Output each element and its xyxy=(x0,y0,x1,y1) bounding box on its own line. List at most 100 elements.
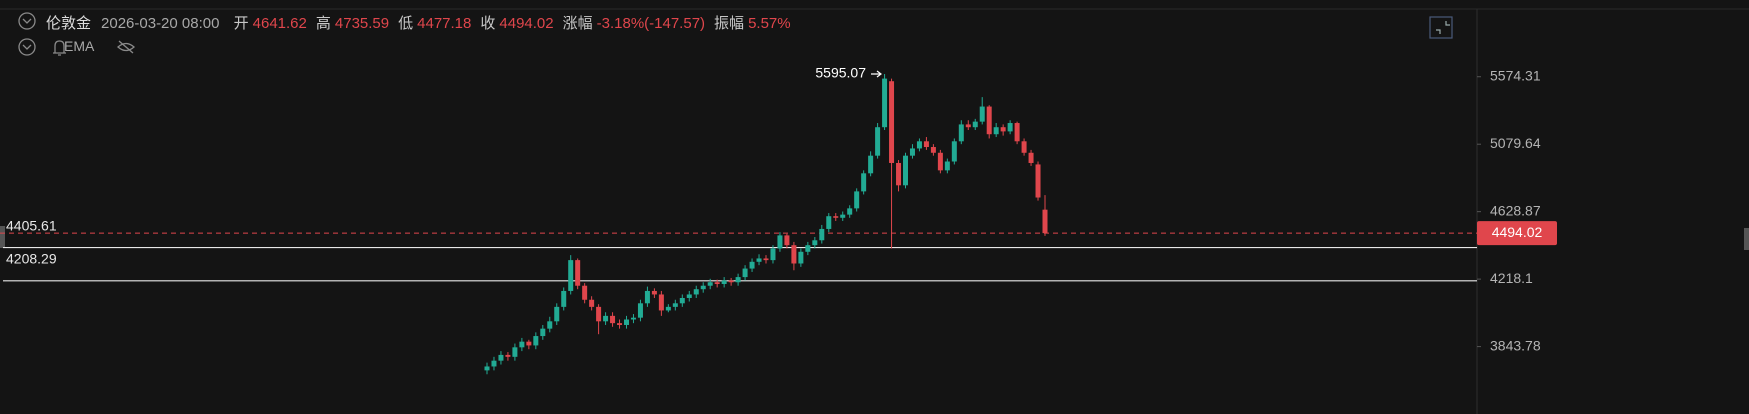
candle-body xyxy=(923,141,929,148)
candle-body xyxy=(840,214,846,218)
candle-body xyxy=(693,289,699,295)
candle-body xyxy=(791,245,797,264)
chevron xyxy=(22,18,32,24)
candle-body xyxy=(540,328,546,337)
candle-body xyxy=(854,191,860,209)
candle-body xyxy=(533,336,539,346)
candle-body xyxy=(582,285,588,300)
field-label: 涨幅 xyxy=(562,15,593,32)
collapse-icon[interactable] xyxy=(18,38,36,56)
candle-body xyxy=(519,341,525,348)
alert-icon[interactable] xyxy=(53,40,66,56)
level-label: 4405.61 xyxy=(6,217,57,233)
y-tick-label: 5079.64 xyxy=(1490,135,1541,151)
candle-body xyxy=(505,354,511,357)
candle-body xyxy=(1021,141,1027,153)
candle-body xyxy=(568,260,574,291)
candle-body xyxy=(672,303,678,307)
collapse-icon[interactable] xyxy=(18,12,36,30)
candle-body xyxy=(903,155,908,186)
candle-body xyxy=(875,127,881,156)
fullscreen-icon xyxy=(1436,21,1450,34)
candle-body xyxy=(763,258,769,261)
candle-body xyxy=(770,248,776,261)
candle-body xyxy=(644,290,650,304)
candle-body xyxy=(784,235,790,246)
y-tick-label: 5574.31 xyxy=(1490,67,1541,83)
price-tag-label: 4494.02 xyxy=(1492,224,1543,240)
y-tick-label: 4628.87 xyxy=(1490,202,1541,218)
candle-body xyxy=(624,319,629,325)
candle-body xyxy=(847,208,853,215)
candle-body xyxy=(547,321,553,329)
candle-body xyxy=(965,124,971,128)
fullscreen-button[interactable] xyxy=(1429,16,1453,39)
y-tick-label: 4218.1 xyxy=(1490,270,1533,286)
candle-body xyxy=(1000,127,1006,132)
candle-body xyxy=(979,106,985,122)
candle-body xyxy=(512,347,518,357)
field-value: 4735.59 xyxy=(334,15,390,32)
candle-body xyxy=(561,290,567,307)
candle-body xyxy=(819,228,825,241)
field-value: 5.57% xyxy=(748,15,791,32)
candle-body xyxy=(889,81,895,163)
chevron xyxy=(22,44,32,50)
candle-body xyxy=(868,155,874,174)
symbol: 伦敦金 xyxy=(46,15,92,32)
field-value: 4641.62 xyxy=(252,15,307,32)
candle-body xyxy=(944,161,950,171)
candle-body xyxy=(777,235,783,249)
level-label: 4208.29 xyxy=(6,251,57,267)
candle-body xyxy=(861,173,867,192)
candle-body xyxy=(1014,123,1020,142)
price-tag xyxy=(1477,221,1557,246)
candle-body xyxy=(882,78,888,128)
left-handle[interactable] xyxy=(0,226,5,248)
candle-body xyxy=(637,303,643,318)
indicator[interactable]: EMA xyxy=(64,38,95,54)
candle-body xyxy=(658,294,664,311)
field-label: 高 xyxy=(315,15,331,32)
hide-icon[interactable] xyxy=(117,40,135,54)
time: 2026-03-20 08:00 xyxy=(101,15,220,32)
candle-body xyxy=(484,366,490,371)
candle-body xyxy=(596,306,602,322)
candle-body xyxy=(833,216,839,218)
header: 伦敦金 2026-03-20 08:00 开 4641.62 高 4735.59 低 447… xyxy=(46,12,800,33)
y-tick-label: 3843.78 xyxy=(1490,337,1541,353)
candle-body xyxy=(958,124,964,142)
field-value: 4477.18 xyxy=(417,15,472,32)
candle-body xyxy=(896,162,902,186)
candle-body xyxy=(575,260,581,286)
candle-body xyxy=(665,306,671,311)
candle-body xyxy=(1035,164,1041,198)
candle-body xyxy=(937,152,943,171)
right-handle[interactable] xyxy=(1744,228,1749,250)
candle-body xyxy=(798,251,804,264)
field-value: -3.18%(-147.57) xyxy=(596,15,706,32)
candle-body xyxy=(630,317,636,320)
candle-body xyxy=(679,297,685,304)
peak-label: 5595.07 xyxy=(815,65,866,81)
candle-body xyxy=(610,315,616,324)
field-label: 收 xyxy=(480,15,496,32)
candle-body xyxy=(686,294,692,298)
candle-body xyxy=(728,280,734,283)
peak-arrow xyxy=(871,70,882,78)
candle-body xyxy=(700,285,706,290)
candle-body xyxy=(1028,152,1034,163)
field-label: 振幅 xyxy=(714,15,745,32)
candle-body xyxy=(735,277,741,283)
candle-body xyxy=(707,282,713,286)
candle-body xyxy=(826,216,832,229)
candle-body xyxy=(651,290,657,295)
candle-body xyxy=(742,268,748,278)
candle-body xyxy=(1042,209,1048,234)
candle-body xyxy=(749,261,755,269)
candle-body xyxy=(721,280,727,284)
candle-body xyxy=(972,121,978,128)
candle-body xyxy=(909,148,915,156)
candle-body xyxy=(986,106,992,135)
